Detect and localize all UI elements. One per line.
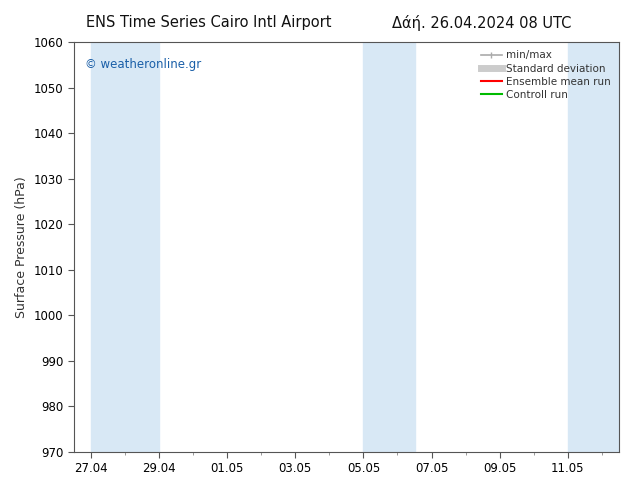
Text: Δάή. 26.04.2024 08 UTC: Δάή. 26.04.2024 08 UTC: [392, 15, 571, 31]
Text: ENS Time Series Cairo Intl Airport: ENS Time Series Cairo Intl Airport: [86, 15, 332, 30]
Y-axis label: Surface Pressure (hPa): Surface Pressure (hPa): [15, 176, 28, 318]
Text: © weatheronline.gr: © weatheronline.gr: [84, 58, 201, 72]
Legend: min/max, Standard deviation, Ensemble mean run, Controll run: min/max, Standard deviation, Ensemble me…: [478, 47, 614, 103]
Bar: [568, 42, 619, 452]
Bar: [363, 42, 415, 452]
Bar: [91, 42, 159, 452]
